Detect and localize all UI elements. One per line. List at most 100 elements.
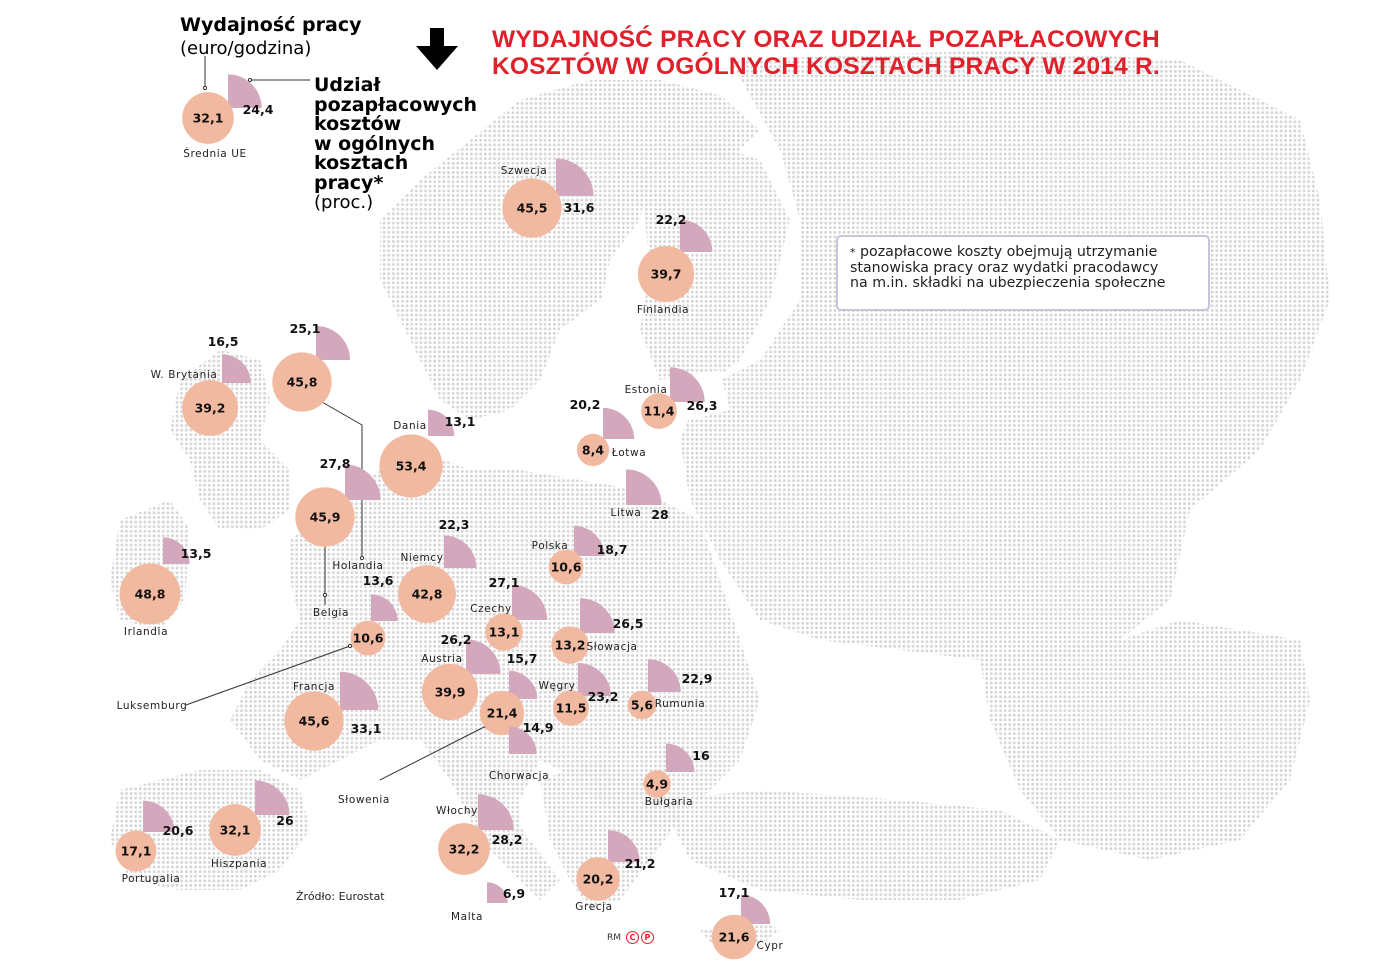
legend-share-line: kosztach	[314, 152, 409, 174]
share-wedge	[741, 894, 771, 924]
legend-share-line: pracy*	[314, 171, 384, 194]
country-lotwa: 20,2 8,4 Łotwa	[570, 397, 646, 467]
share-wedge	[509, 670, 538, 699]
share-value: 28	[651, 507, 668, 522]
productivity-circle	[350, 620, 386, 656]
country-name: W. Brytania	[151, 369, 218, 381]
country-name: Bułgaria	[645, 796, 693, 808]
legend-share-line: pozapłacowych	[314, 93, 478, 116]
arrow-down-icon	[416, 28, 458, 70]
share-value: 15,7	[507, 651, 538, 666]
share-wedge	[670, 367, 705, 402]
share-wedge	[316, 325, 351, 360]
share-value: 13,6	[363, 573, 394, 588]
productivity-circle	[627, 690, 657, 720]
share-value: 13,5	[181, 546, 212, 561]
productivity-circle	[115, 830, 157, 872]
productivity-circle	[272, 352, 332, 412]
country-name: Luksemburg	[117, 700, 188, 712]
country-name: Austria	[421, 653, 462, 665]
credit-initials: RM	[607, 933, 622, 943]
productivity-value: 13,1	[489, 625, 520, 640]
legend-share-line: w ogólnych	[314, 132, 436, 155]
share-wedge	[626, 469, 662, 505]
share-value: 22,3	[439, 517, 470, 532]
share-wedge	[648, 659, 681, 692]
productivity-value: 45,8	[287, 375, 318, 390]
country-wegry: 23,211,5 Węgry	[538, 663, 618, 726]
share-wedge	[580, 598, 615, 633]
country-portugalia: 20,6 17,1 Portugalia	[115, 800, 194, 885]
country-szwecja: 31,6 45,5 Szwecja	[501, 158, 595, 238]
title-line-1: WYDAJNOŚĆ PRACY ORAZ UDZIAŁ POZAPŁACOWYC…	[492, 26, 1160, 53]
productivity-value: 39,9	[435, 685, 466, 700]
country-name: Szwecja	[501, 165, 548, 177]
country-name: Węgry	[538, 680, 575, 692]
country-srednia-ue: 24,4 32,1 Średnia UE	[182, 74, 274, 160]
productivity-circle	[641, 393, 677, 429]
productivity-circle	[502, 178, 562, 238]
share-value: 33,1	[351, 721, 382, 736]
productivity-circle	[379, 434, 443, 498]
country-dania: 13,1 53,4 Dania	[379, 409, 475, 498]
share-wedge	[666, 743, 695, 772]
productivity-value: 32,2	[449, 842, 480, 857]
share-wedge	[428, 409, 455, 436]
share-wedge	[444, 535, 477, 568]
productivity-value: 11,5	[556, 701, 587, 716]
country-name: Litwa	[611, 507, 642, 519]
share-value: 20,6	[163, 823, 194, 838]
share-value: 22,9	[682, 671, 713, 686]
productivity-value: 39,7	[651, 267, 682, 282]
productivity-value: 10,6	[353, 631, 384, 646]
productivity-circle	[284, 691, 344, 751]
productivity-circle	[182, 380, 238, 436]
share-wedge	[574, 525, 605, 556]
country-name: Dania	[393, 420, 427, 432]
productivity-circle	[438, 823, 490, 875]
productivity-value: 45,9	[310, 510, 341, 525]
productivity-value: 45,5	[517, 201, 548, 216]
country-chorwacja: 14,9 Chorwacja	[489, 720, 554, 782]
productivity-circle	[485, 613, 523, 651]
country-grecja: 21,2 20,2 Grecja	[575, 830, 655, 913]
share-value: 26,3	[687, 398, 718, 413]
share-value: 26,2	[441, 632, 472, 647]
footnote-box: * pozapłacowe koszty obejmują utrzymanie…	[836, 235, 1210, 311]
legend-share-line: kosztów	[314, 113, 402, 135]
source-text: Źródło: Eurostat	[296, 890, 385, 903]
country-finlandia: 22,2 39,7 Finlandia	[637, 212, 713, 316]
country-wlochy: 28,2 32,2 Włochy	[436, 794, 522, 875]
share-value: 18,7	[597, 542, 628, 557]
productivity-value: 48,8	[135, 587, 166, 602]
country-belgia: 27,8 45,9 Belgia	[295, 456, 381, 619]
share-wedge	[608, 830, 640, 862]
country-name: Słowenia	[338, 794, 390, 806]
share-value: 16,5	[208, 334, 239, 349]
title-line-2: KOSZTÓW W OGÓLNYCH KOSZTACH PRACY W 2014…	[492, 53, 1160, 80]
share-value: 26	[276, 813, 294, 828]
country-bulgaria: 16 4,9 Bułgaria	[643, 743, 710, 808]
productivity-circle	[576, 433, 610, 467]
productivity-circle	[711, 914, 757, 960]
share-value: 21,2	[625, 856, 656, 871]
share-value: 22,2	[656, 212, 687, 227]
country-name: Czechy	[470, 603, 512, 615]
productivity-value: 53,4	[396, 459, 427, 474]
share-value: 28,2	[492, 832, 523, 847]
productivity-value: 32,1	[193, 111, 224, 126]
productivity-value: 45,6	[299, 714, 330, 729]
country-name: Niemcy	[400, 552, 443, 564]
phonogram-icon: P	[640, 931, 654, 944]
productivity-value: 17,1	[121, 844, 152, 859]
country-name: Hiszpania	[211, 858, 267, 870]
country-name: Chorwacja	[489, 770, 549, 782]
productivity-value: 21,4	[487, 706, 518, 721]
country-name: Włochy	[436, 805, 478, 817]
productivity-circle	[295, 487, 355, 547]
country-name: Średnia UE	[183, 147, 247, 160]
country-name: Francja	[293, 681, 335, 693]
productivity-circle	[398, 565, 456, 623]
